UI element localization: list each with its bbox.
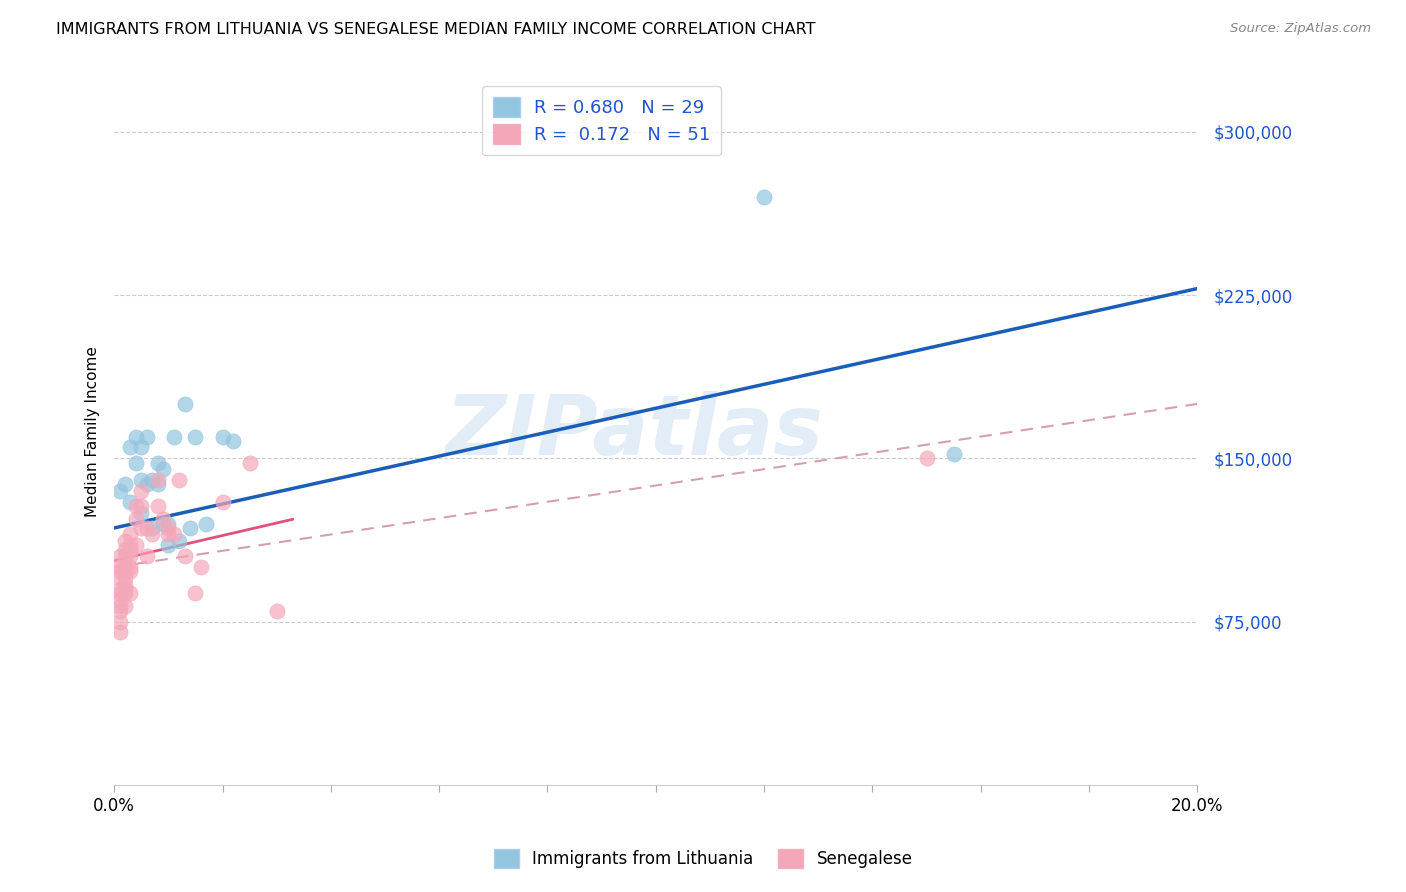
Point (114, 549, 136, 564)
Point (157, 527, 180, 541)
Point (146, 477, 169, 491)
Point (108, 560, 131, 574)
Point (146, 456, 169, 470)
Point (184, 429, 207, 443)
Point (120, 565, 142, 579)
Text: IMMIGRANTS FROM LITHUANIA VS SENEGALESE MEDIAN FAMILY INCOME CORRELATION CHART: IMMIGRANTS FROM LITHUANIA VS SENEGALESE … (56, 22, 815, 37)
Point (114, 477, 136, 491)
Point (114, 560, 136, 574)
Point (167, 473, 190, 487)
Point (146, 499, 169, 513)
Point (120, 441, 142, 455)
Point (108, 483, 131, 498)
Point (167, 534, 190, 549)
Point (163, 527, 186, 541)
Point (125, 429, 148, 443)
Point (179, 521, 201, 535)
Point (239, 456, 262, 470)
Text: Source: ZipAtlas.com: Source: ZipAtlas.com (1230, 22, 1371, 36)
Point (120, 542, 142, 557)
Point (129, 499, 152, 513)
Point (173, 397, 195, 411)
Legend: Immigrants from Lithuania, Senegalese: Immigrants from Lithuania, Senegalese (486, 843, 920, 875)
Point (114, 599, 136, 614)
Point (125, 499, 148, 513)
Point (141, 527, 163, 541)
Point (141, 473, 163, 487)
Point (163, 429, 186, 443)
Y-axis label: Median Family Income: Median Family Income (86, 346, 100, 516)
Point (141, 521, 163, 535)
Point (114, 565, 136, 579)
Point (942, 447, 965, 461)
Point (120, 495, 142, 509)
Point (114, 577, 136, 591)
Text: ZIPatlas: ZIPatlas (446, 391, 823, 472)
Point (108, 625, 131, 640)
Point (114, 571, 136, 585)
Point (146, 473, 169, 487)
Point (184, 586, 207, 600)
Point (120, 560, 142, 574)
Point (135, 477, 157, 491)
Point (125, 456, 148, 470)
Point (129, 506, 152, 520)
Point (157, 516, 180, 531)
Point (114, 542, 136, 557)
Point (915, 451, 938, 466)
Point (108, 599, 131, 614)
Point (114, 586, 136, 600)
Point (108, 592, 131, 607)
Point (135, 521, 157, 535)
Point (190, 560, 212, 574)
Point (120, 586, 142, 600)
Point (752, 190, 775, 204)
Point (173, 549, 195, 564)
Point (120, 527, 142, 541)
Point (108, 549, 131, 564)
Point (129, 473, 152, 487)
Point (129, 521, 152, 535)
Point (108, 586, 131, 600)
Point (108, 604, 131, 618)
Point (129, 483, 152, 498)
Point (135, 429, 157, 443)
Point (211, 495, 233, 509)
Point (108, 582, 131, 596)
Point (195, 516, 218, 531)
Point (108, 565, 131, 579)
Point (135, 549, 157, 564)
Point (222, 434, 245, 448)
Point (211, 429, 233, 443)
Point (120, 538, 142, 552)
Point (266, 604, 288, 618)
Point (152, 516, 174, 531)
Point (120, 549, 142, 564)
Point (157, 538, 180, 552)
Point (157, 521, 180, 535)
Point (152, 462, 174, 476)
Point (152, 512, 174, 526)
Legend: R = 0.680   N = 29, R =  0.172   N = 51: R = 0.680 N = 29, R = 0.172 N = 51 (482, 87, 721, 155)
Point (125, 538, 148, 552)
Point (114, 582, 136, 596)
Point (125, 512, 148, 526)
Point (108, 615, 131, 629)
Point (129, 441, 152, 455)
Point (108, 571, 131, 585)
Point (114, 534, 136, 549)
